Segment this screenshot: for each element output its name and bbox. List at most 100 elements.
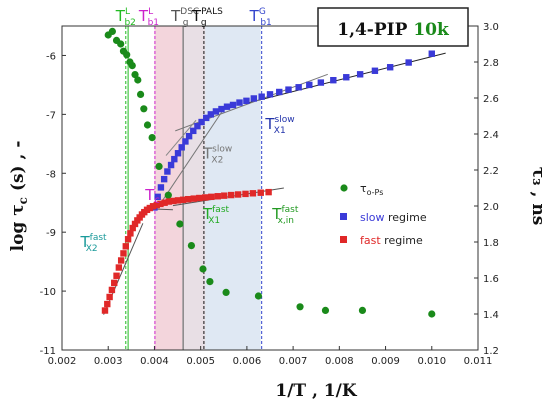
annotations: Tslow X1 Tslow X2 Tfast X1 Tfast x,in Tfast X2 Tc (79, 115, 298, 254)
point-s1-32 (356, 71, 364, 78)
point-s1-28 (306, 81, 313, 89)
point-s1-7 (174, 150, 182, 157)
point-s0-25 (428, 310, 436, 318)
y-left-tick-label-4: -10 (40, 287, 56, 298)
point-s1-31 (343, 74, 350, 81)
point-s2-10 (124, 236, 132, 243)
point-s1-35 (405, 59, 412, 66)
point-s2-24 (165, 198, 172, 205)
x-tick-label-3: 0.005 (186, 356, 215, 367)
point-s2-27 (179, 196, 187, 203)
annotation-0: Tslow X1 (264, 115, 294, 136)
point-s2-34 (221, 192, 228, 199)
point-s1-34 (386, 64, 394, 71)
point-s1-12 (194, 122, 201, 130)
y-left-label-main: log τ (8, 204, 28, 251)
x-tick-label-5: 0.007 (279, 356, 308, 367)
data-points (101, 27, 436, 318)
point-s0-9 (134, 76, 142, 84)
y-right-tick-label-8: 2.8 (483, 58, 499, 69)
point-s2-4 (111, 279, 118, 287)
point-s2-13 (131, 220, 139, 228)
point-s1-22 (250, 95, 258, 102)
fit-line-2 (158, 105, 227, 206)
x-tick-label-0: 0.002 (48, 356, 77, 367)
annotation-5: Tc (144, 186, 160, 206)
point-s2-37 (242, 190, 249, 198)
point-s1-9 (182, 138, 189, 145)
point-s0-20 (222, 288, 230, 296)
point-s2-11 (127, 230, 134, 237)
point-s1-19 (229, 101, 237, 109)
point-s2-33 (214, 193, 221, 200)
x-tick-label-2: 0.004 (140, 356, 169, 367)
x-tick-label-8: 0.010 (417, 356, 446, 367)
point-s1-5 (167, 161, 175, 169)
point-s1-3 (160, 175, 168, 183)
y-left-tick-label-2: -8 (46, 169, 56, 180)
point-s2-25 (170, 197, 177, 205)
point-s1-14 (203, 114, 210, 122)
shaded-region-2 (205, 26, 261, 350)
point-s0-8 (131, 71, 139, 79)
point-s2-23 (161, 199, 168, 206)
annotation-3: Tfast x,in (271, 205, 299, 226)
y-right-tick-label-7: 2.6 (483, 94, 499, 105)
chart-title-main: 1,4-PIP (337, 20, 407, 40)
point-s0-22 (296, 303, 304, 311)
point-s0-1 (108, 27, 116, 35)
point-s2-8 (120, 250, 127, 257)
point-s1-24 (266, 91, 274, 98)
legend-label-slow-word: slow (360, 211, 385, 224)
legend-label-fast-word: fast (360, 234, 381, 247)
vline-label-2: TL b1 (138, 7, 159, 28)
y-right-tick-label-2: 1.6 (483, 274, 499, 285)
legend-marker-tau-ops (340, 184, 348, 192)
point-s0-17 (187, 242, 196, 250)
point-s2-30 (196, 194, 203, 202)
point-s2-28 (184, 195, 192, 203)
point-s1-13 (198, 118, 205, 126)
y-left-tick-label-1: -7 (46, 110, 56, 121)
legend-marker-fast (340, 236, 347, 243)
y-right-tick-label-0: 1.2 (483, 346, 499, 357)
point-s1-17 (218, 105, 225, 113)
vline-label-3: TDSC g (170, 7, 199, 28)
point-s1-1 (154, 193, 161, 201)
y-left-tick-label-5: -11 (40, 346, 56, 357)
y-right-tick-label-9: 3.0 (483, 22, 499, 33)
x-tick-label-7: 0.009 (371, 356, 400, 367)
vline-label-0: TL b2 (115, 7, 136, 28)
y-left-tick-label-0: -6 (46, 51, 56, 62)
point-s1-4 (164, 168, 171, 175)
point-s0-13 (148, 134, 156, 142)
point-s2-7 (117, 257, 125, 264)
point-s2-22 (157, 200, 164, 208)
annotation-1: Tslow X2 (202, 145, 232, 166)
legend-label-fast: fast regime (360, 234, 423, 247)
point-s1-15 (207, 111, 215, 118)
point-s0-7 (128, 62, 136, 70)
point-s2-19 (146, 204, 154, 212)
point-s0-21 (254, 292, 263, 300)
y-right-tick-label-4: 2.0 (483, 202, 499, 213)
point-s1-23 (258, 93, 265, 100)
fit-line-6 (165, 119, 197, 156)
point-s0-18 (199, 265, 207, 273)
point-s1-16 (212, 108, 220, 115)
annotation-4: Tfast X2 (79, 233, 107, 254)
point-s1-11 (190, 127, 197, 135)
point-s2-6 (115, 264, 123, 271)
point-s2-40 (265, 188, 272, 196)
point-s2-1 (104, 300, 111, 308)
point-s1-25 (276, 88, 283, 96)
y-axis-right-label: τ₃ , ns (528, 167, 548, 226)
point-s2-32 (208, 193, 215, 201)
point-s0-10 (136, 90, 145, 98)
vline-label-5: TG b1 (249, 7, 272, 28)
point-s1-30 (330, 76, 337, 84)
y-right-tick-label-1: 1.4 (483, 310, 499, 321)
point-s2-2 (106, 293, 113, 301)
legend: τo-Ps slow regime fast regime (340, 182, 427, 247)
